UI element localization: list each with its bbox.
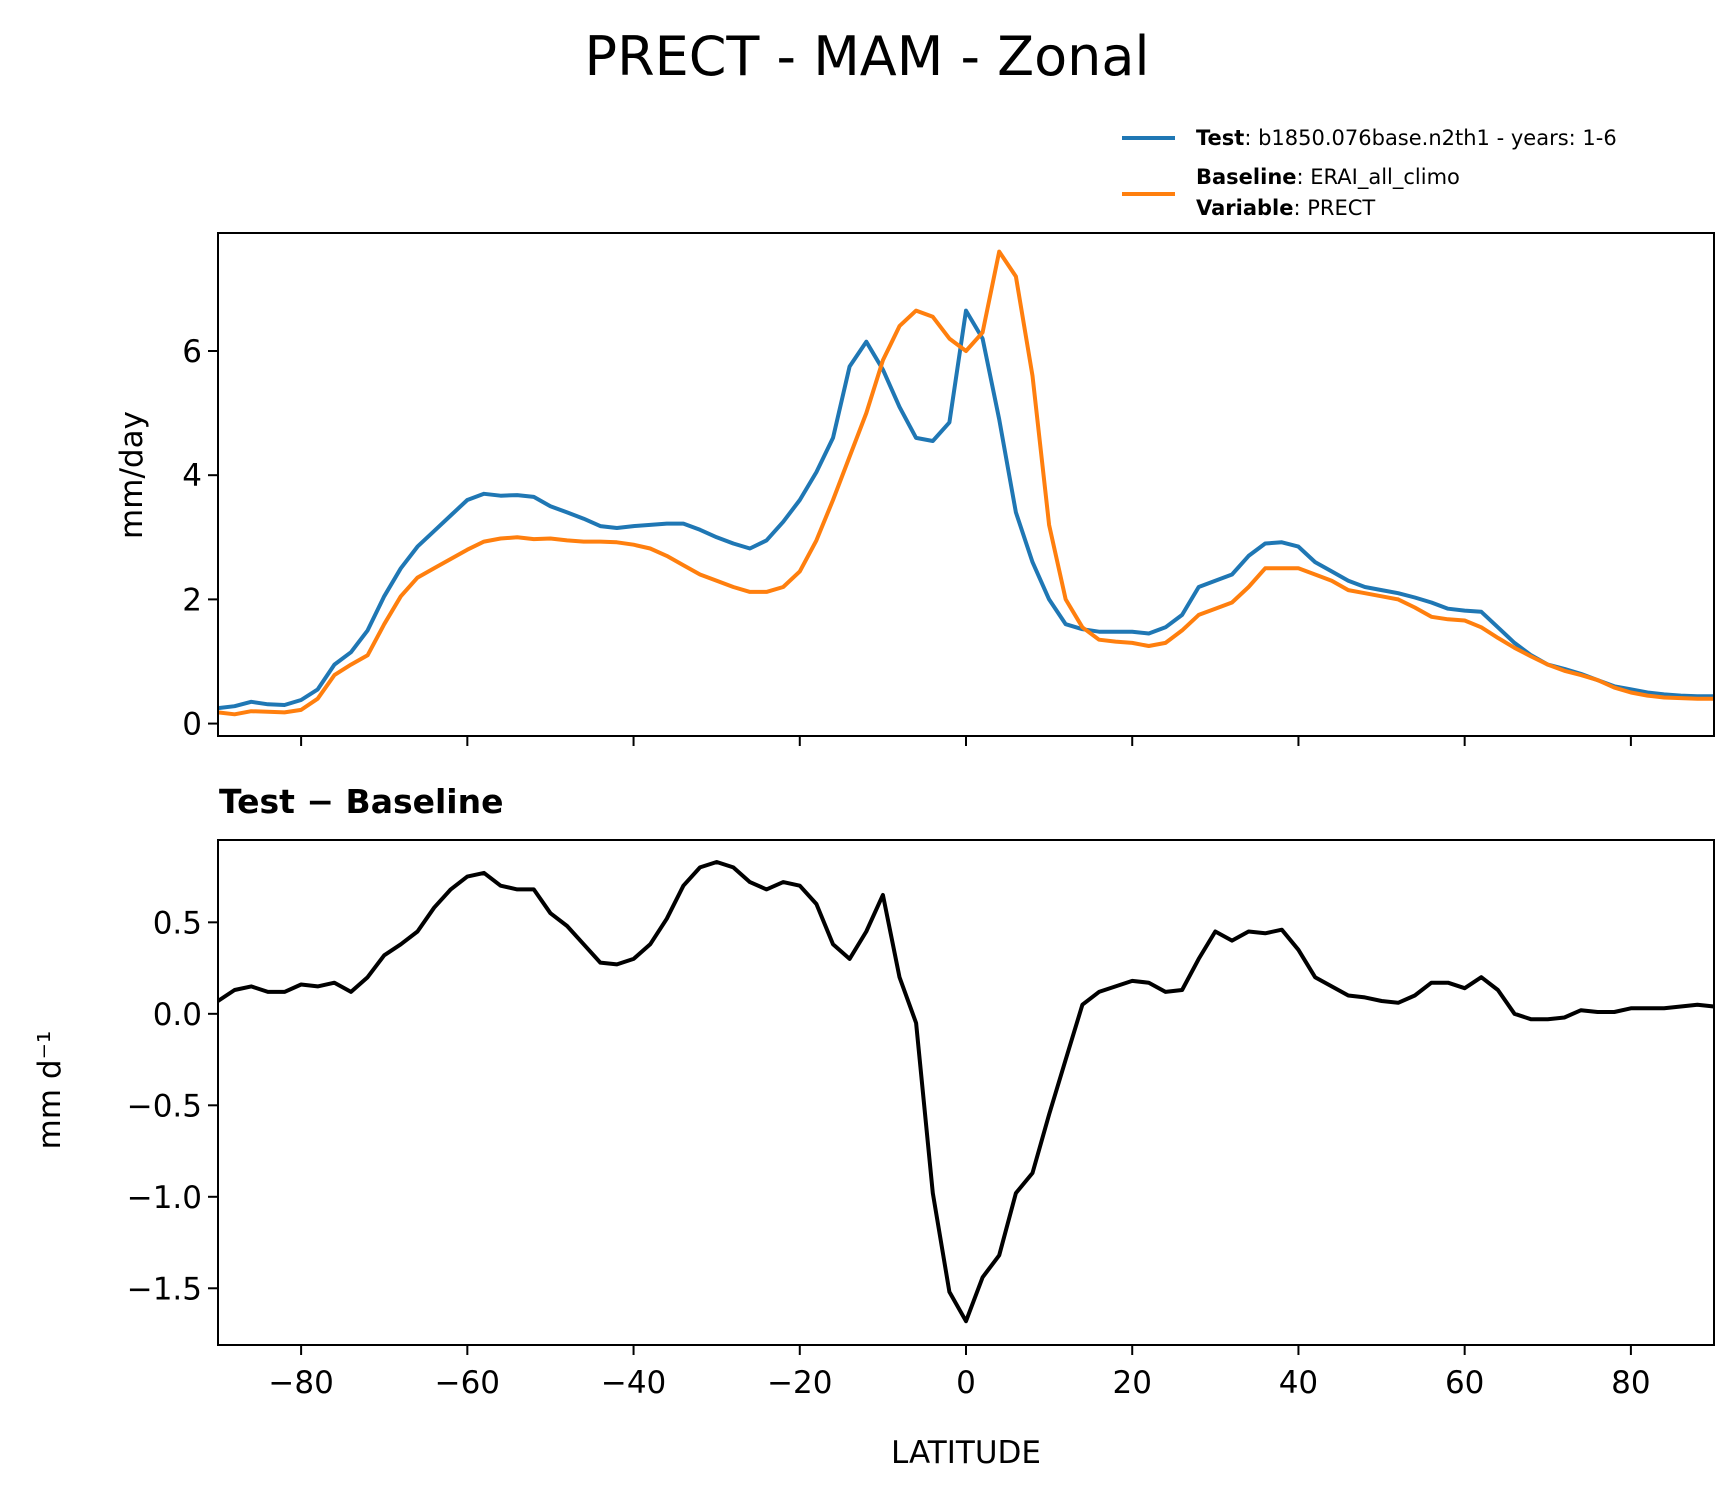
figure-title: PRECT - MAM - Zonal [585, 25, 1150, 88]
legend-test-value: : b1850.076base.n2th1 - years: 1-6 [1244, 126, 1616, 150]
bottom-subtitle: Test − Baseline [219, 782, 504, 821]
legend: Test: b1850.076base.n2th1 - years: 1-6 B… [1122, 126, 1617, 220]
bottom-xticks: −80 −60 −40 −20 0 20 40 60 80 [268, 1345, 1651, 1401]
bottom-ytick-label: −0.5 [127, 1088, 202, 1124]
bottom-series [216, 860, 1715, 1324]
bottom-ytick-label: −1.5 [127, 1271, 202, 1307]
legend-test-entry: Test: b1850.076base.n2th1 - years: 1-6 [1196, 126, 1617, 150]
bottom-xtick-label: 80 [1611, 1365, 1650, 1401]
top-xticks [300, 736, 1632, 746]
legend-test-key: Test [1196, 126, 1244, 150]
legend-variable-value: : PRECT [1293, 196, 1375, 220]
bottom-xtick-label: −60 [435, 1365, 500, 1401]
bottom-ylabel: mm d⁻¹ [32, 1031, 68, 1150]
top-yticks: 0 2 4 6 [182, 334, 218, 743]
legend-variable-key: Variable [1196, 196, 1293, 220]
top-ytick-label: 4 [182, 458, 202, 494]
bottom-ytick-label: 0.5 [153, 905, 202, 941]
bottom-panel: Test − Baseline mm d⁻¹ LATITUDE −1.5 −1.0… [32, 782, 1715, 1471]
bottom-axes-frame [217, 839, 1715, 1346]
top-series-line [217, 308, 1714, 711]
bottom-ytick-label: −1.0 [127, 1180, 202, 1216]
bottom-xtick-label: 60 [1445, 1365, 1484, 1401]
top-ytick-label: 6 [182, 334, 202, 370]
legend-baseline-key: Baseline [1196, 165, 1297, 189]
top-series-line [217, 249, 1714, 717]
top-ytick-label: 0 [182, 707, 202, 743]
top-axes-frame [217, 232, 1715, 737]
bottom-xtick-label: 40 [1279, 1365, 1318, 1401]
legend-baseline-entry: Baseline: ERAI_all_climo [1196, 165, 1460, 190]
top-panel: mm/day 0 2 4 6 [114, 232, 1715, 746]
legend-baseline-value: : ERAI_all_climo [1297, 165, 1460, 190]
bottom-xlabel: LATITUDE [891, 1435, 1041, 1471]
bottom-xtick-label: −80 [268, 1365, 333, 1401]
top-ylabel: mm/day [114, 411, 150, 539]
bottom-xtick-label: 0 [956, 1365, 976, 1401]
bottom-ytick-label: 0.0 [153, 997, 202, 1033]
top-series [217, 249, 1714, 717]
bottom-series-line [216, 860, 1715, 1324]
bottom-xtick-label: −40 [601, 1365, 666, 1401]
bottom-xtick-label: 20 [1112, 1365, 1151, 1401]
legend-variable-entry: Variable: PRECT [1196, 196, 1375, 220]
bottom-yticks: −1.5 −1.0 −0.5 0.0 0.5 [127, 905, 218, 1307]
bottom-xtick-label: −20 [767, 1365, 832, 1401]
top-ytick-label: 2 [182, 582, 202, 618]
